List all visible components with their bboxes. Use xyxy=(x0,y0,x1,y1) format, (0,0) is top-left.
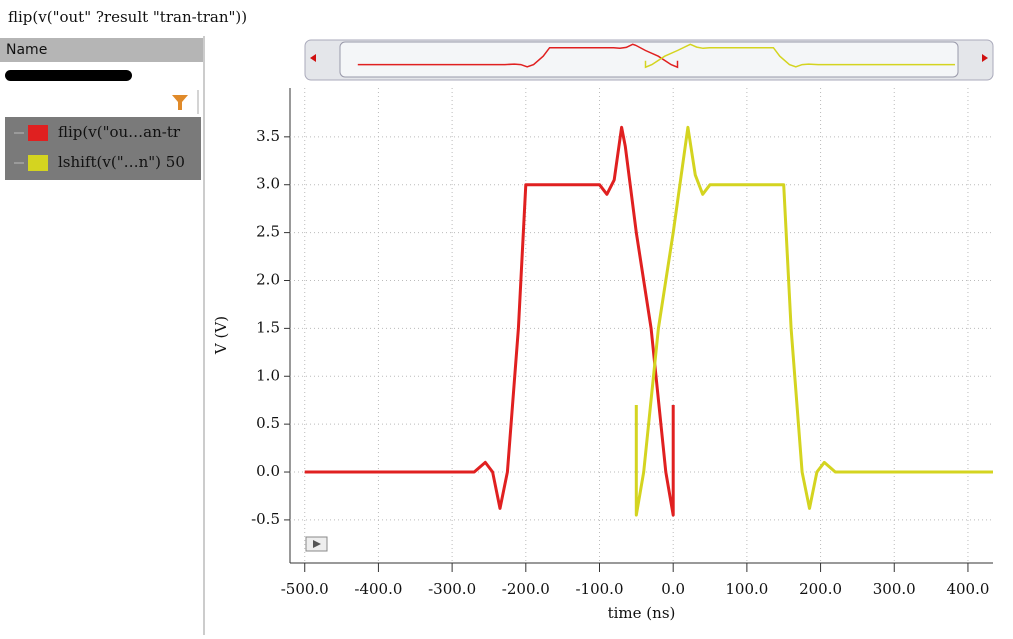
y-tick-label: -0.5 xyxy=(251,510,280,528)
x-tick-label: -300.0 xyxy=(428,580,476,598)
x-tick-label: 400.0 xyxy=(946,580,989,598)
y-tick-label: 0.0 xyxy=(256,462,280,480)
legend-label: lshift(v("…n") 50 xyxy=(58,153,185,171)
x-tick-label: -500.0 xyxy=(281,580,329,598)
x-tick-label: -200.0 xyxy=(502,580,550,598)
y-tick-label: 2.5 xyxy=(256,223,280,241)
y-axis-label: V (V) xyxy=(212,316,230,355)
legend-swatch xyxy=(28,125,48,141)
column-header-text: Name xyxy=(6,42,47,58)
search-field[interactable] xyxy=(5,70,132,81)
filter-icon[interactable] xyxy=(172,95,188,110)
y-tick-label: 2.0 xyxy=(256,270,280,288)
overview-window[interactable] xyxy=(339,41,959,78)
play-icon xyxy=(313,540,321,548)
y-tick-label: 3.0 xyxy=(256,175,280,193)
scroll-right[interactable] xyxy=(982,54,988,62)
series-line xyxy=(634,125,993,517)
x-tick-label: 300.0 xyxy=(873,580,916,598)
x-tick-label: 0.0 xyxy=(661,580,685,598)
scroll-left[interactable] xyxy=(310,54,316,62)
x-axis-label: time (ns) xyxy=(608,604,676,622)
window-title: flip(v("out" ?result "tran-tran")) xyxy=(8,8,247,26)
legend-label: flip(v("ou…an-tr xyxy=(58,123,181,141)
overview-line xyxy=(357,43,679,69)
x-tick-label: 100.0 xyxy=(725,580,768,598)
column-header xyxy=(0,38,203,62)
x-tick-label: -400.0 xyxy=(354,580,402,598)
y-tick-label: 1.0 xyxy=(256,366,280,384)
legend-swatch xyxy=(28,155,48,171)
y-tick-label: 0.5 xyxy=(256,414,280,432)
x-tick-label: 200.0 xyxy=(799,580,842,598)
y-tick-label: 3.5 xyxy=(256,127,280,145)
y-tick-label: 1.5 xyxy=(256,318,280,336)
x-tick-label: -100.0 xyxy=(575,580,623,598)
overview-line xyxy=(644,43,955,69)
series-line xyxy=(304,125,675,517)
